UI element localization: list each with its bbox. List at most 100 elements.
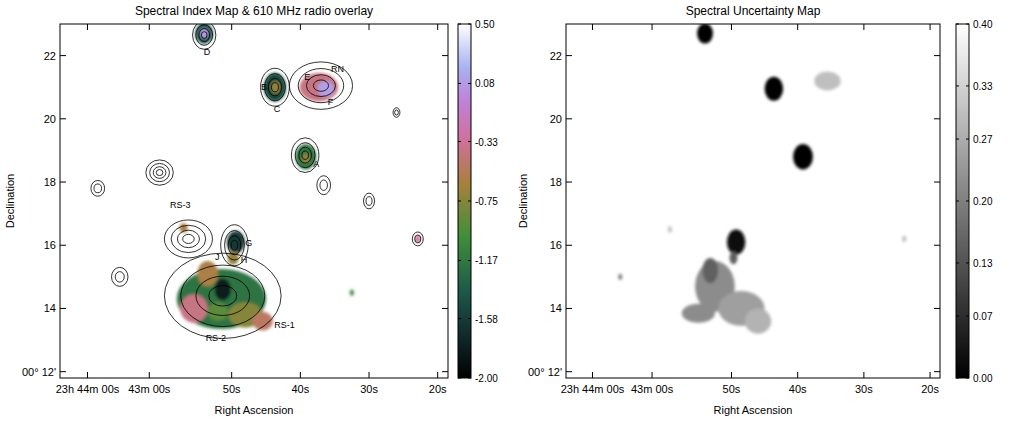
contour: [115, 272, 124, 282]
colorbar-tick-label: 0.07: [973, 311, 993, 322]
contour: [289, 62, 352, 109]
contour: [415, 235, 421, 243]
y-tick: [442, 245, 448, 246]
y-tick: [566, 371, 572, 372]
source-label: F: [328, 97, 334, 107]
pixel-region: [618, 274, 622, 280]
colorbar-tick: [458, 24, 461, 25]
contours: [91, 24, 423, 338]
title: Spectral Uncertainty Map: [686, 4, 821, 18]
y-tick: [566, 182, 572, 183]
contour: [196, 25, 213, 45]
colorbar-tick-label: 0.00: [973, 373, 993, 384]
y-axis-title: Declination: [4, 174, 16, 228]
colorbar-tick: [458, 201, 461, 202]
colorbar-tick-label: 0.50: [475, 19, 495, 30]
x-tick: [149, 372, 150, 378]
source-label: G: [245, 238, 252, 248]
y-tick-label: 18: [44, 176, 56, 188]
contour: [196, 276, 250, 315]
x-tick-label: 23h 44m 00s: [561, 383, 625, 395]
pixel-region: [902, 236, 906, 242]
x-tick-label: 50s: [723, 383, 741, 395]
x-tick: [87, 372, 88, 378]
frame: [60, 24, 448, 378]
colorbar-tick: [458, 260, 461, 261]
colorbar: [956, 24, 969, 378]
plot-area: [618, 24, 906, 334]
x-tick: [863, 372, 864, 378]
y-tick: [60, 118, 66, 119]
y-tick: [566, 245, 572, 246]
contour: [146, 160, 173, 185]
x-tick: [437, 24, 438, 30]
y-tick: [60, 371, 66, 372]
colorbar-tick: [468, 201, 471, 202]
colorbar-tick: [468, 378, 471, 379]
contour: [91, 180, 105, 196]
contour: [164, 220, 212, 258]
contour: [209, 286, 237, 306]
pixel-region: [415, 235, 420, 243]
x-tick: [652, 24, 653, 30]
colorbar-tick: [956, 85, 959, 86]
colorbar-tick-label: 0.20: [973, 196, 993, 207]
image: [618, 24, 906, 334]
pixel-region: [215, 278, 231, 300]
pixel-region: [702, 258, 718, 283]
pixel-region: [727, 229, 746, 254]
y-tick: [442, 371, 448, 372]
x-tick: [437, 372, 438, 378]
contour: [199, 29, 210, 42]
x-tick: [369, 24, 370, 30]
colorbar-tick: [956, 316, 959, 317]
pixel-region: [682, 304, 715, 323]
y-tick-label: 00° 12': [22, 366, 56, 378]
x-tick-label: 43m 00s: [128, 383, 171, 395]
y-tick: [60, 245, 66, 246]
y-tick-label: 20: [44, 113, 56, 125]
y-tick: [934, 308, 940, 309]
y-tick-label: 14: [44, 302, 56, 314]
y-tick-label: 16: [550, 239, 562, 251]
colorbar-tick: [468, 83, 471, 84]
x-tick-label: 30s: [360, 383, 378, 395]
y-tick: [934, 371, 940, 372]
colorbar: [458, 24, 471, 378]
contour: [228, 236, 241, 255]
x-axis-title: Right Ascension: [714, 404, 793, 416]
colorbar-tick-label: 0.27: [973, 134, 993, 145]
pixel-region: [814, 71, 840, 90]
source-label: RN: [331, 64, 344, 74]
frame: [566, 24, 940, 378]
title: Spectral Index Map & 610 MHz radio overl…: [135, 4, 373, 18]
contour: [299, 147, 312, 163]
y-tick-label: 20: [550, 113, 562, 125]
panel: 23h 44m 00s43m 00s50s40s30s20s00° 12'141…: [4, 4, 498, 416]
colorbar-tick: [468, 141, 471, 142]
x-tick: [652, 372, 653, 378]
contour: [302, 151, 309, 159]
source-label: RS-1: [274, 320, 295, 330]
x-tick: [731, 372, 732, 378]
colorbar-tick-label: 0.08: [475, 78, 495, 89]
x-tick-label: 20s: [429, 383, 447, 395]
contour: [317, 176, 331, 195]
y-tick: [934, 55, 940, 56]
x-tick: [300, 372, 301, 378]
y-tick-label: 14: [550, 302, 562, 314]
y-tick: [442, 55, 448, 56]
x-tick: [930, 24, 931, 30]
contour: [153, 167, 166, 179]
pixel-region: [793, 144, 813, 169]
source-label: RS-3: [170, 200, 191, 210]
x-tick: [231, 24, 232, 30]
y-tick-label: 16: [44, 239, 56, 251]
panel: 23h 44m 00s43m 00s50s40s30s20s00° 12'141…: [517, 4, 993, 416]
source-label: E: [304, 72, 310, 82]
contour: [271, 83, 278, 92]
colorbar-tick: [956, 24, 959, 25]
x-tick-label: 20s: [921, 383, 939, 395]
contour: [265, 74, 286, 101]
colorbar-tick-label: -1.58: [475, 314, 498, 325]
